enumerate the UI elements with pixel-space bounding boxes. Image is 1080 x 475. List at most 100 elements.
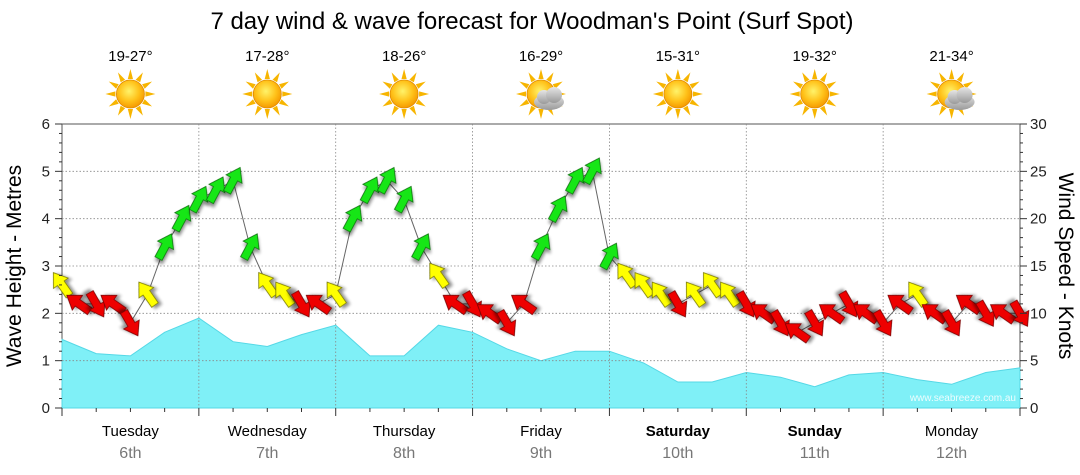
y-right-tick-label: 15	[1030, 258, 1047, 275]
temperature-label: 19-32°	[793, 48, 837, 65]
day-date-label: 9th	[530, 445, 552, 462]
wind-layer	[52, 157, 1030, 344]
wind-arrow	[735, 290, 756, 318]
wind-arrow	[411, 233, 431, 261]
wave-layer	[61, 317, 1021, 409]
wind-arrow	[667, 290, 688, 318]
wind-arrow	[703, 272, 724, 299]
wind-arrow	[651, 281, 673, 308]
chart-title: 7 day wind & wave forecast for Woodman's…	[210, 8, 853, 35]
sun-icon	[242, 69, 293, 119]
sun-icon	[379, 69, 430, 119]
y-axis-left-title: Wave Height - Metres	[3, 165, 26, 367]
y-left-tick-label: 1	[42, 353, 50, 370]
wind-arrow	[720, 281, 741, 308]
day-date-label: 8th	[393, 445, 415, 462]
y-right-tick-label: 25	[1030, 163, 1047, 180]
wind-arrow	[853, 304, 880, 325]
wind-arrow	[990, 304, 1017, 325]
y-left-tick-label: 6	[42, 116, 50, 133]
wind-arrow	[326, 281, 347, 308]
wind-arrow	[872, 308, 893, 337]
wind-arrow	[818, 304, 846, 325]
wind-arrow	[258, 272, 279, 299]
wind-arrow	[582, 157, 602, 186]
temperature-label: 19-27°	[108, 48, 152, 65]
partly-cloudy-icon	[926, 69, 977, 119]
wind-arrow	[476, 304, 504, 325]
day-labels: Tuesday 6th Wednesday 7th Thursday 8th Friday 9…	[102, 423, 979, 462]
day-date-label: 10th	[662, 445, 693, 462]
wind-arrow	[565, 166, 585, 195]
wind-arrow	[359, 176, 380, 205]
wind-arrow	[804, 308, 824, 337]
wind-arrow	[305, 294, 333, 316]
wind-arrow	[429, 262, 450, 290]
y-right-tick-label: 5	[1030, 353, 1038, 370]
partly-cloudy-icon	[516, 69, 566, 119]
day-name-label: Tuesday	[102, 423, 159, 440]
wind-arrow	[222, 166, 243, 195]
y-right-tick-label: 10	[1030, 305, 1047, 322]
wind-arrow	[1009, 299, 1030, 327]
wind-arrow	[171, 204, 192, 233]
y-right-tick-label: 30	[1030, 116, 1047, 133]
wind-arrow	[138, 281, 159, 308]
day-name-label: Monday	[925, 423, 979, 440]
wind-arrow	[617, 262, 638, 290]
y-left-tick-label: 0	[42, 400, 50, 417]
day-date-label: 12th	[936, 445, 967, 462]
wind-arrow	[634, 272, 655, 299]
y-left-tick-label: 3	[42, 258, 50, 275]
day-name-label: Saturday	[646, 423, 711, 440]
y-right-tick-label: 0	[1030, 400, 1038, 417]
wind-arrow	[955, 294, 983, 316]
wind-arrow	[342, 204, 363, 233]
temperature-label: 15-31°	[656, 48, 700, 65]
day-name-label: Friday	[520, 423, 562, 440]
wind-arrow	[784, 323, 812, 344]
day-date-label: 6th	[119, 445, 141, 462]
y-right-tick-label: 20	[1030, 211, 1047, 228]
temperature-label: 16-29°	[519, 48, 563, 65]
wind-arrow	[941, 308, 961, 337]
wind-arrow	[442, 294, 470, 316]
sun-icon	[105, 69, 156, 119]
y-left-tick-label: 2	[42, 305, 50, 322]
wind-arrow	[275, 281, 296, 308]
wind-arrow	[750, 304, 777, 325]
wind-arrow	[154, 233, 174, 261]
temperature-label: 18-26°	[382, 48, 426, 65]
wind-arrow	[240, 233, 260, 261]
day-name-label: Sunday	[788, 423, 843, 440]
day-date-label: 11th	[800, 445, 830, 462]
day-name-label: Thursday	[373, 423, 436, 440]
wind-arrow	[393, 185, 414, 214]
wind-arrow	[921, 304, 949, 325]
wind-arrow	[188, 185, 209, 214]
wind-arrow	[547, 195, 568, 224]
temperature-label: 17-28°	[245, 48, 289, 65]
wind-arrow	[119, 308, 140, 337]
sun-icon	[652, 69, 703, 119]
wind-arrow	[205, 176, 226, 205]
wind-arrow	[838, 290, 859, 318]
credit-label: www.seabreeze.com.au	[909, 393, 1016, 404]
wind-arrow	[376, 166, 397, 195]
wind-arrow	[769, 308, 790, 337]
day-name-label: Wednesday	[228, 423, 307, 440]
y-left-tick-label: 5	[42, 163, 50, 180]
y-axis-right-title: Wind Speed - Knots	[1054, 173, 1077, 360]
y-left-tick-label: 4	[42, 211, 50, 228]
day-date-label: 7th	[256, 445, 278, 462]
wind-arrow	[66, 294, 93, 316]
wind-arrow	[511, 294, 538, 316]
wind-arrow	[496, 308, 517, 337]
wind-arrow	[462, 290, 482, 318]
wind-arrow	[530, 233, 551, 261]
sun-icon	[789, 69, 840, 119]
weather-row: 19-27° 17-28° 18-26° 16-29° 15-31° 19-32° 21-3…	[105, 48, 977, 119]
temperature-label: 21-34°	[929, 48, 973, 65]
